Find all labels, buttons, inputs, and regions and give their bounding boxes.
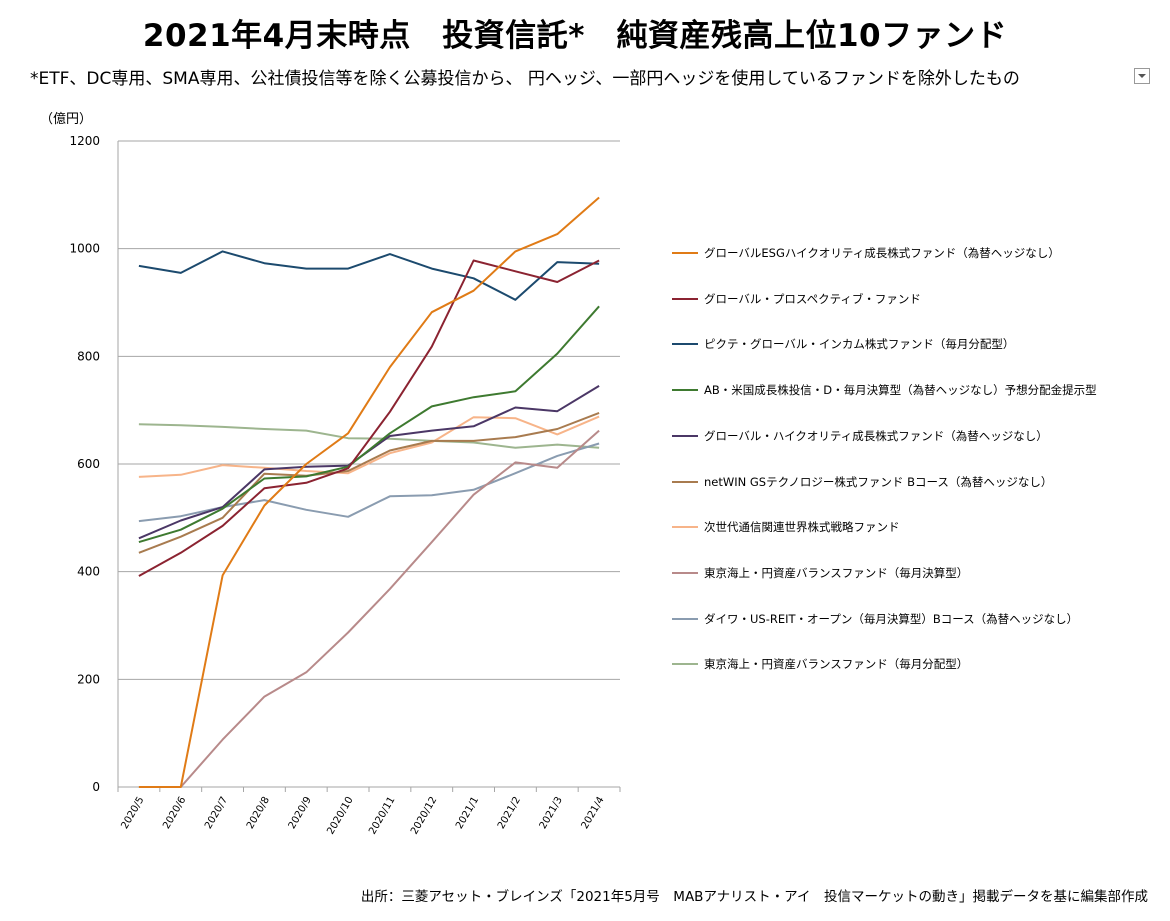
legend-item: 東京海上・円資産バランスファンド（毎月決算型）	[672, 563, 968, 583]
legend-label: グローバルESGハイクオリティ成長株式ファンド（為替ヘッジなし）	[704, 246, 1060, 260]
x-tick-label: 2020/9	[287, 795, 314, 831]
legend-swatch	[672, 297, 698, 300]
y-tick-label: 200	[77, 672, 100, 686]
legend-swatch	[672, 663, 698, 666]
series-line	[138, 305, 600, 544]
x-tick-label: 2020/7	[203, 795, 230, 831]
legend-item: ダイワ・US-REIT・オープン（毎月決算型）Bコース（為替ヘッジなし）	[672, 609, 1078, 629]
series-line	[138, 250, 600, 301]
legend-item: AB・米国成長株投信・D・毎月決算型（為替ヘッジなし）予想分配金提示型	[672, 380, 1097, 400]
legend-swatch	[672, 617, 698, 620]
series-line	[138, 442, 600, 523]
x-tick-label: 2020/10	[325, 795, 355, 836]
series-line	[138, 429, 600, 788]
legend-swatch	[672, 434, 698, 437]
y-tick-label: 800	[77, 349, 100, 363]
y-axis-unit-label: （億円）	[40, 112, 93, 127]
legend-item: 東京海上・円資産バランスファンド（毎月分配型）	[672, 654, 968, 674]
legend-swatch	[672, 343, 698, 346]
legend-item: ピクテ・グローバル・インカム株式ファンド（毎月分配型）	[672, 334, 1014, 354]
legend-swatch	[672, 571, 698, 574]
x-tick-label: 2021/2	[496, 795, 523, 831]
legend-swatch	[672, 526, 698, 529]
series-line	[138, 423, 600, 449]
series-line	[138, 196, 600, 788]
series-line	[138, 415, 600, 478]
y-tick-label: 0	[92, 780, 100, 794]
legend-swatch	[672, 389, 698, 392]
x-tick-label: 2021/3	[538, 795, 565, 831]
y-tick-label: 400	[77, 565, 100, 579]
y-tick-label: 1000	[69, 242, 100, 256]
y-tick-label: 600	[77, 457, 100, 471]
series-line	[138, 259, 600, 577]
legend-label: 東京海上・円資産バランスファンド（毎月決算型）	[704, 565, 969, 580]
x-tick-label: 2021/1	[454, 795, 481, 831]
source-note: 出所：三菱アセット・ブレインズ「2021年5月号 MABアナリスト・アイ 投信マ…	[360, 889, 1148, 905]
x-tick-label: 2020/6	[161, 795, 188, 831]
y-tick-label: 1200	[69, 134, 100, 148]
chart-subtitle: *ETF、DC専用、SMA専用、公社債投信等を除く公募投信から、 円ヘッジ、一部…	[30, 69, 1020, 89]
legend-item: グローバル・ハイクオリティ成長株式ファンド（為替ヘッジなし）	[672, 426, 1048, 446]
legend-item: グローバルESGハイクオリティ成長株式ファンド（為替ヘッジなし）	[672, 243, 1060, 263]
x-tick-label: 2020/12	[409, 795, 439, 836]
legend-item: netWIN GSテクノロジー株式ファンド Bコース（為替ヘッジなし）	[672, 472, 1052, 492]
filter-dropdown-button[interactable]	[1134, 68, 1150, 84]
legend-label: ダイワ・US-REIT・オープン（毎月決算型）Bコース（為替ヘッジなし）	[704, 611, 1079, 626]
legend-item: 次世代通信関連世界株式戦略ファンド	[672, 517, 900, 537]
x-tick-label: 2020/11	[367, 795, 397, 836]
legend-swatch	[672, 480, 698, 483]
series-line	[138, 411, 600, 554]
x-tick-label: 2021/4	[580, 795, 607, 831]
legend-label: AB・米国成長株投信・D・毎月決算型（為替ヘッジなし）予想分配金提示型	[704, 383, 1097, 398]
legend-label: ピクテ・グローバル・インカム株式ファンド（毎月分配型）	[704, 337, 1015, 352]
legend-label: 東京海上・円資産バランスファンド（毎月分配型）	[704, 657, 969, 672]
legend-label: グローバル・ハイクオリティ成長株式ファンド（為替ヘッジなし）	[704, 428, 1048, 443]
legend-label: 次世代通信関連世界株式戦略ファンド	[704, 520, 900, 535]
legend-label: グローバル・プロスペクティブ・ファンド	[704, 291, 921, 306]
x-tick-label: 2020/8	[245, 795, 272, 831]
chevron-down-icon	[1138, 74, 1146, 78]
legend-swatch	[672, 252, 698, 254]
legend-item: グローバル・プロスペクティブ・ファンド	[672, 289, 921, 309]
x-tick-label: 2020/5	[119, 795, 146, 831]
chart-title: 2021年4月末時点 投資信託* 純資産残高上位10ファンド	[142, 18, 1008, 54]
legend-label: netWIN GSテクノロジー株式ファンド Bコース（為替ヘッジなし）	[704, 474, 1053, 489]
